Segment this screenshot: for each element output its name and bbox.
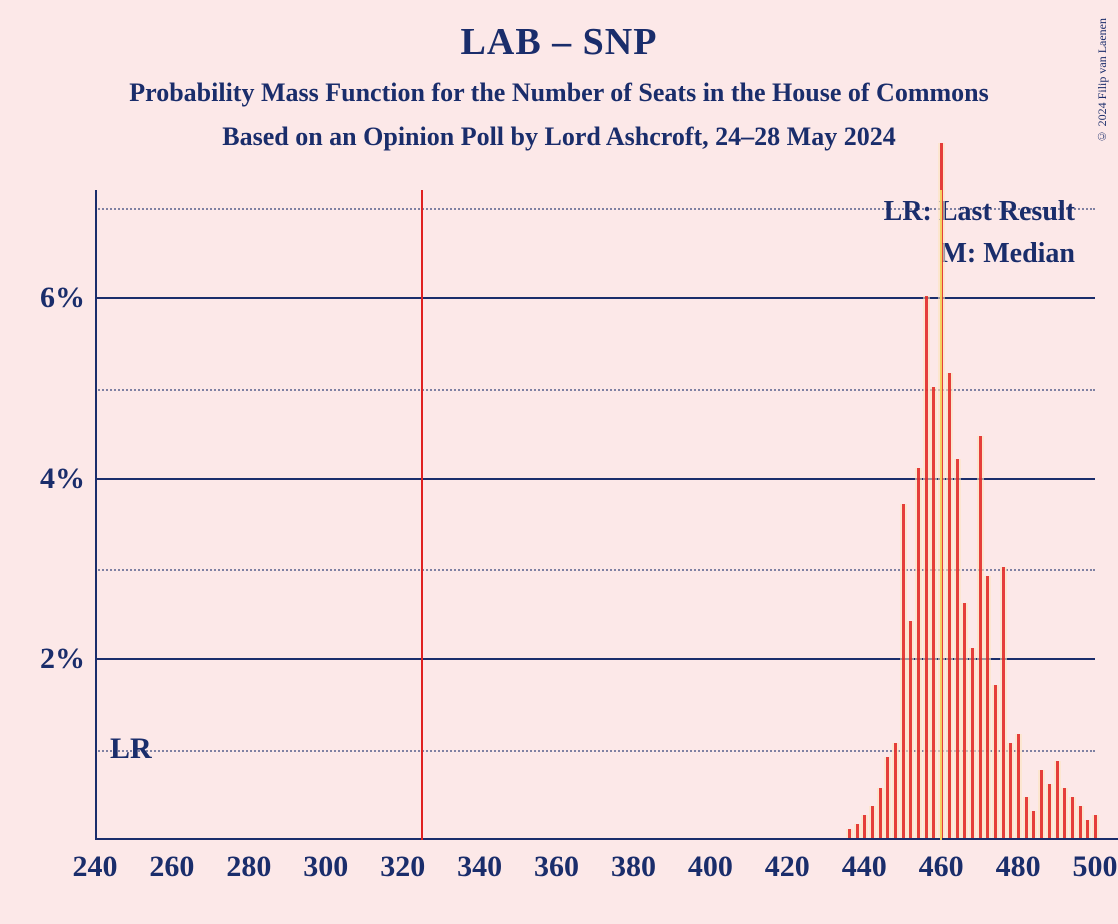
histogram-bar [948,373,951,838]
histogram-bar [1079,806,1082,838]
histogram-bar [1094,815,1097,838]
histogram-bar [971,648,974,838]
lr-marker-label: LR [110,732,152,766]
histogram-bar [1048,784,1051,838]
histogram-bar [894,743,897,838]
histogram-bar [909,621,912,838]
histogram-bar [1063,788,1066,838]
x-tick-label: 320 [380,850,425,884]
histogram-bar [994,685,997,838]
histogram-bar [1025,797,1028,838]
histogram-bar [856,824,859,838]
histogram-bar [956,459,959,838]
title-block: LAB – SNP Probability Mass Function for … [0,0,1118,152]
histogram-bar [863,815,866,838]
y-tick-label: 4% [40,462,85,496]
chart-container: LAB – SNP Probability Mass Function for … [0,0,1118,924]
histogram-bar [1071,797,1074,838]
x-tick-label: 480 [996,850,1041,884]
y-tick-label: 6% [40,281,85,315]
median-line [940,190,942,840]
histogram-bar [879,788,882,838]
histogram-bar [925,296,928,838]
plot-area: LR: Last Result M: Median 2%4%6%24026028… [95,190,1095,840]
x-tick-label: 340 [457,850,502,884]
histogram-bar [848,829,851,838]
x-tick-label: 460 [919,850,964,884]
histogram-bar [1009,743,1012,838]
x-tick-label: 400 [688,850,733,884]
histogram-bar [871,806,874,838]
histogram-bar [886,757,889,838]
histogram-bar [1086,820,1089,838]
copyright-text: © 2024 Filip van Laenen [1095,18,1110,143]
y-axis [95,190,97,840]
histogram-bar [1056,761,1059,838]
x-tick-label: 300 [303,850,348,884]
x-tick-label: 420 [765,850,810,884]
x-tick-label: 240 [73,850,118,884]
histogram-bar [986,576,989,838]
last-result-line [421,190,423,840]
histogram-bar [1032,811,1035,838]
chart-subtitle2: Based on an Opinion Poll by Lord Ashcrof… [0,122,1118,152]
histogram-bar [1017,734,1020,838]
histogram-bar [932,387,935,838]
histogram-bar [963,603,966,838]
legend-m: M: Median [884,238,1075,270]
histogram-bar [902,504,905,838]
histogram-bar [979,436,982,838]
x-tick-label: 280 [226,850,271,884]
histogram-bar [1040,770,1043,838]
chart-title: LAB – SNP [0,20,1118,64]
x-tick-label: 360 [534,850,579,884]
chart-subtitle: Probability Mass Function for the Number… [0,78,1118,108]
x-tick-label: 380 [611,850,656,884]
histogram-bar [1002,567,1005,838]
x-tick-label: 500 [1073,850,1118,884]
x-axis [95,838,1118,840]
y-tick-label: 2% [40,642,85,676]
x-tick-label: 260 [149,850,194,884]
x-tick-label: 440 [842,850,887,884]
histogram-bar [917,468,920,838]
legend-lr: LR: Last Result [884,196,1075,228]
